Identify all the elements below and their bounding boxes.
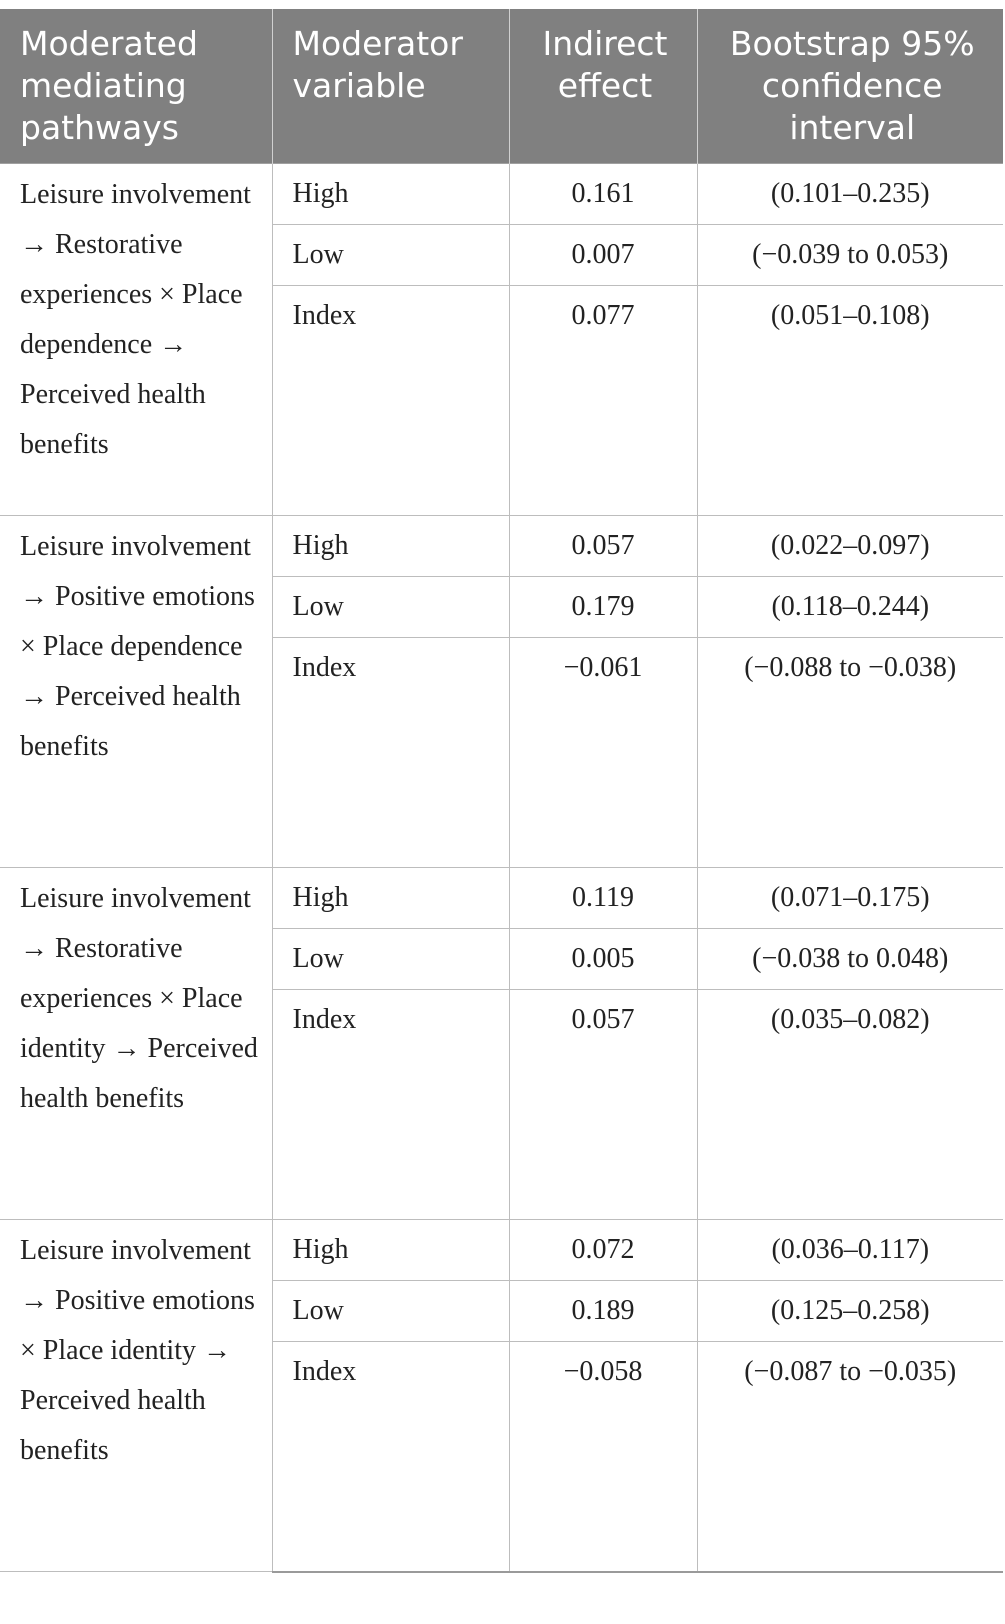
header-row: Moderated mediating pathways Moderator v… bbox=[0, 9, 1003, 164]
effect-cell: 0.077 bbox=[508, 285, 698, 516]
table-row: Leisure involvement → Restorative experi… bbox=[0, 867, 1003, 1220]
table-row: Low 0.179 (0.118–0.244) bbox=[0, 576, 1003, 638]
pathway-cell: Leisure involvement → Positive emotions … bbox=[0, 515, 273, 868]
table-row: Index 0.077 (0.051–0.108) bbox=[0, 285, 1003, 516]
ci-cell: (−0.038 to 0.048) bbox=[696, 928, 1003, 990]
effect-cell: −0.058 bbox=[508, 1341, 698, 1573]
table-body: Leisure involvement → Restorative experi… bbox=[0, 163, 1003, 1573]
ci-cell: (0.022–0.097) bbox=[696, 515, 1003, 577]
ci-cell: (−0.088 to −0.038) bbox=[696, 637, 1003, 868]
ci-cell: (−0.087 to −0.035) bbox=[696, 1341, 1003, 1573]
moderator-cell: High bbox=[271, 1219, 510, 1281]
effect-cell: 0.057 bbox=[508, 989, 698, 1220]
pathway-cell: Leisure involvement → Restorative experi… bbox=[0, 867, 273, 1220]
moderator-cell: Low bbox=[271, 576, 510, 638]
moderator-cell: Low bbox=[271, 1280, 510, 1342]
ci-cell: (0.101–0.235) bbox=[696, 163, 1003, 225]
header-pathways: Moderated mediating pathways bbox=[0, 9, 273, 164]
moderator-cell: High bbox=[271, 867, 510, 929]
ci-cell: (0.051–0.108) bbox=[696, 285, 1003, 516]
table-row: Low 0.007 (−0.039 to 0.053) bbox=[0, 224, 1003, 286]
header-moderator: Moderator variable bbox=[272, 9, 510, 164]
ci-cell: (−0.039 to 0.053) bbox=[696, 224, 1003, 286]
ci-cell: (0.071–0.175) bbox=[696, 867, 1003, 929]
moderator-cell: Index bbox=[271, 989, 510, 1220]
header-confidence-interval: Bootstrap 95% confidence interval bbox=[697, 9, 1003, 164]
moderator-cell: High bbox=[271, 163, 510, 225]
effect-cell: −0.061 bbox=[508, 637, 698, 868]
ci-cell: (0.118–0.244) bbox=[696, 576, 1003, 638]
ci-cell: (0.035–0.082) bbox=[696, 989, 1003, 1220]
table-header: Moderated mediating pathways Moderator v… bbox=[0, 9, 1003, 164]
effect-cell: 0.119 bbox=[508, 867, 698, 929]
moderator-cell: High bbox=[271, 515, 510, 577]
moderator-cell: Index bbox=[271, 637, 510, 868]
table-row: Leisure involvement → Positive emotions … bbox=[0, 515, 1003, 868]
ci-cell: (0.036–0.117) bbox=[696, 1219, 1003, 1281]
moderator-cell: Index bbox=[271, 1341, 510, 1573]
effect-cell: 0.005 bbox=[508, 928, 698, 990]
effect-cell: 0.072 bbox=[508, 1219, 698, 1281]
table-row: Index −0.061 (−0.088 to −0.038) bbox=[0, 637, 1003, 868]
header-indirect-effect: Indirect effect bbox=[509, 9, 698, 164]
table-row: Index −0.058 (−0.087 to −0.035) bbox=[0, 1341, 1003, 1573]
effect-cell: 0.179 bbox=[508, 576, 698, 638]
table-row: Index 0.057 (0.035–0.082) bbox=[0, 989, 1003, 1220]
moderator-cell: Low bbox=[271, 224, 510, 286]
effect-cell: 0.161 bbox=[508, 163, 698, 225]
effect-cell: 0.057 bbox=[508, 515, 698, 577]
results-table: Moderated mediating pathways Moderator v… bbox=[0, 9, 1003, 1573]
table-row: Leisure involvement → Restorative experi… bbox=[0, 163, 1003, 516]
pathway-cell: Leisure involvement → Restorative experi… bbox=[0, 163, 273, 516]
pathway-cell: Leisure involvement → Positive emotions … bbox=[0, 1219, 273, 1572]
effect-cell: 0.189 bbox=[508, 1280, 698, 1342]
effect-cell: 0.007 bbox=[508, 224, 698, 286]
moderator-cell: Low bbox=[271, 928, 510, 990]
ci-cell: (0.125–0.258) bbox=[696, 1280, 1003, 1342]
moderator-cell: Index bbox=[271, 285, 510, 516]
table-row: Leisure involvement → Positive emotions … bbox=[0, 1219, 1003, 1572]
table-row: Low 0.189 (0.125–0.258) bbox=[0, 1280, 1003, 1342]
